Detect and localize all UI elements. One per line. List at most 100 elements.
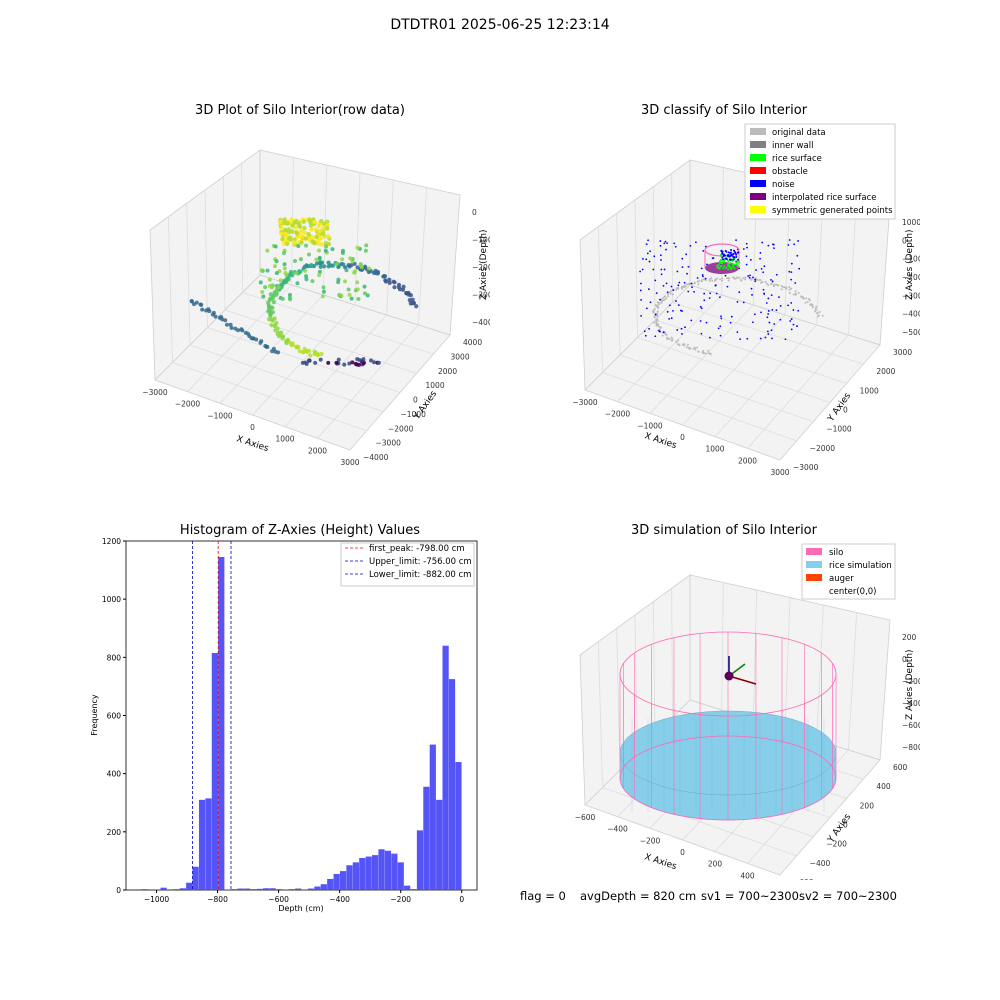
data-point — [342, 362, 347, 367]
data-point — [283, 231, 288, 237]
noise-point — [723, 253, 726, 256]
noise-point — [790, 278, 793, 281]
original-point — [760, 281, 763, 284]
noise-point — [796, 325, 798, 327]
data-point — [358, 262, 363, 267]
y-tick-label: −600 — [793, 878, 814, 880]
sim-3d-plot[interactable]: −600 −400 −200 0 200 400 600 −600 −400 −200 0 200 40… — [560, 540, 920, 880]
grid-line — [847, 612, 858, 751]
original-point — [742, 277, 745, 280]
rice-surface-point — [732, 264, 735, 267]
original-point — [656, 319, 659, 322]
data-point — [313, 227, 319, 232]
noise-point — [730, 249, 733, 252]
noise-point — [746, 246, 749, 249]
noise-point — [726, 285, 729, 288]
y-tick-label: −200 — [826, 840, 847, 849]
data-point — [267, 277, 272, 282]
noise-point — [734, 252, 737, 255]
histogram-bar — [179, 888, 186, 890]
original-point — [652, 310, 655, 313]
noise-point — [735, 255, 738, 258]
x-tick-label: −1000 — [207, 411, 233, 420]
noise-point — [718, 296, 721, 299]
original-point — [653, 316, 656, 319]
data-point — [325, 226, 330, 231]
noise-point — [729, 321, 732, 324]
noise-point — [686, 272, 688, 275]
legend-swatch — [750, 193, 766, 200]
noise-point — [742, 248, 745, 250]
original-point — [666, 337, 669, 340]
data-point — [334, 262, 339, 267]
data-point — [304, 349, 310, 355]
classify-3d-plot[interactable]: −3000 −2000 −1000 0 1000 2000 3000 −3000 −2000 −1… — [560, 120, 920, 480]
noise-point — [677, 304, 680, 307]
data-point — [265, 248, 270, 253]
z-tick-label: −4000 — [472, 318, 490, 327]
data-point — [347, 264, 352, 269]
legend-swatch — [750, 154, 766, 161]
data-point — [319, 351, 324, 357]
rice-surface-point — [727, 267, 730, 270]
data-point — [292, 258, 297, 263]
data-point — [263, 285, 268, 290]
x-tick-label: −600 — [575, 813, 596, 822]
grid-line — [634, 614, 638, 753]
data-point — [372, 360, 377, 365]
x-tick-label: −3000 — [142, 388, 168, 397]
noise-point — [770, 294, 773, 297]
y-tick-label: 1000 — [860, 386, 879, 395]
data-point — [280, 296, 285, 301]
rice-surface-point — [720, 258, 723, 261]
noise-point — [665, 248, 667, 251]
histogram-bar — [218, 556, 225, 890]
data-point — [326, 234, 331, 239]
noise-point — [648, 327, 651, 330]
raw-3d-plot[interactable]: −3000 −2000 −1000 0 1000 2000 3000 −4000 −3000 −2… — [130, 135, 490, 475]
original-point — [671, 338, 674, 341]
original-point — [702, 278, 705, 281]
histogram-bar — [224, 889, 231, 890]
original-point — [652, 321, 655, 324]
data-point — [287, 230, 292, 235]
noise-point — [730, 251, 733, 254]
grid-line — [671, 588, 673, 718]
noise-point — [751, 294, 753, 296]
original-point — [675, 287, 678, 290]
y-tick-label: 2000 — [876, 367, 895, 376]
original-point — [821, 314, 824, 317]
original-point — [744, 278, 747, 281]
grid-line — [186, 203, 191, 346]
data-point — [293, 225, 298, 230]
noise-point — [760, 311, 762, 314]
noise-point — [790, 328, 793, 331]
original-point — [669, 292, 672, 295]
data-point — [278, 219, 283, 225]
noise-point — [790, 302, 793, 304]
original-point — [707, 349, 710, 352]
rice-surface-point — [722, 267, 725, 270]
data-point — [281, 251, 286, 256]
histogram-bar — [410, 889, 417, 890]
data-point — [295, 281, 300, 286]
noise-point — [767, 333, 770, 335]
noise-point — [762, 271, 765, 274]
noise-point — [660, 273, 663, 276]
noise-point — [766, 330, 769, 333]
original-point — [780, 288, 783, 291]
histogram-bar — [416, 830, 424, 890]
original-point — [653, 308, 656, 311]
original-point — [667, 295, 670, 298]
noise-point — [666, 242, 668, 244]
noise-point — [640, 299, 643, 301]
noise-point — [733, 256, 736, 259]
data-point — [313, 360, 318, 365]
original-point — [815, 305, 818, 308]
data-point — [213, 314, 218, 319]
original-point — [668, 337, 671, 340]
original-point — [810, 303, 813, 306]
histogram-bar — [282, 889, 289, 890]
original-point — [654, 320, 657, 323]
histogram-chart[interactable]: −1000 −800 −600 −400 −200 0 0 200 400 600 800 1000 1… — [80, 535, 500, 915]
